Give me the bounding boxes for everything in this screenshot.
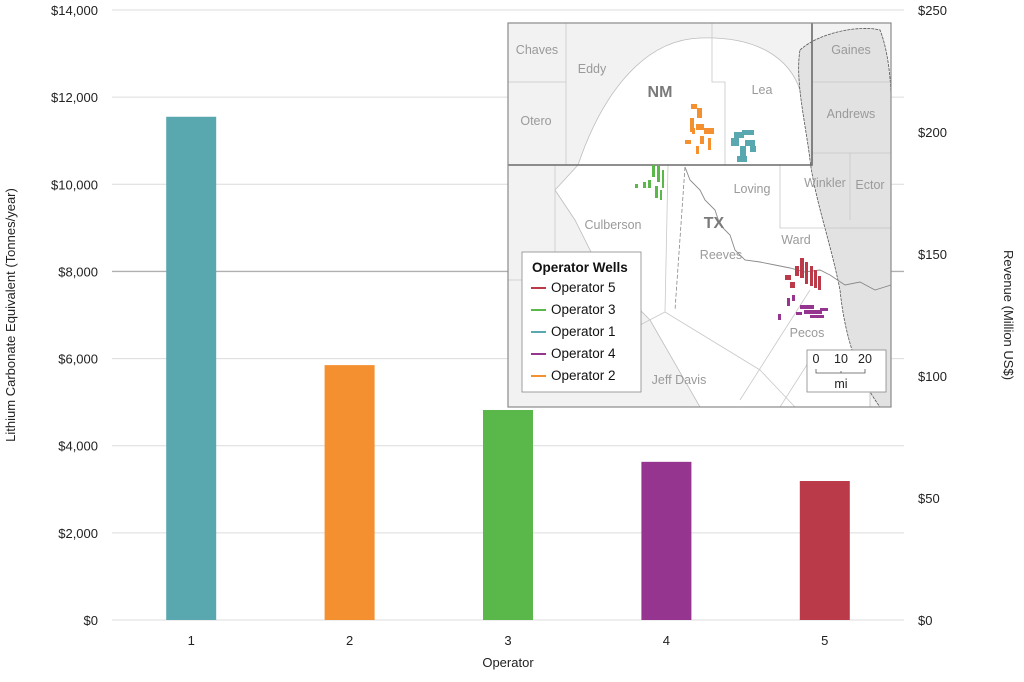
- y2-tick-label: $250: [918, 3, 947, 18]
- legend-item-label: Operator 1: [551, 324, 616, 339]
- county-label-ward: Ward: [781, 233, 810, 247]
- county-lines: [508, 23, 891, 407]
- county-label-chaves: Chaves: [516, 43, 558, 57]
- county-label-gaines: Gaines: [831, 43, 871, 57]
- bar-operator-3: [483, 409, 533, 620]
- bar-operator-1: [166, 116, 217, 620]
- x-tick-label: 5: [821, 633, 828, 648]
- y-tick-label: $0: [84, 613, 98, 628]
- inset-map: Chaves Eddy Lea Gaines Otero Andrews Lov…: [507, 22, 892, 408]
- legend-item-label: Operator 2: [551, 368, 616, 383]
- x-axis-title: Operator: [482, 655, 534, 670]
- state-label-tx: TX: [704, 215, 725, 232]
- y2-tick-label: $150: [918, 247, 947, 262]
- wells-operator-1: [731, 130, 756, 162]
- county-label-otero: Otero: [520, 114, 551, 128]
- y-tick-label: $4,000: [58, 439, 98, 454]
- legend-item-label: Operator 4: [551, 346, 616, 361]
- county-label-jeff-davis: Jeff Davis: [652, 373, 707, 387]
- x-tick-label: 4: [663, 633, 670, 648]
- state-border: [508, 23, 813, 166]
- y-tick-label: $6,000: [58, 352, 98, 367]
- y2-tick-label: $0: [918, 613, 932, 628]
- y-axis-title: Lithium Carbonate Equivalent (Tonnes/yea…: [3, 188, 18, 442]
- map-frame: [507, 22, 892, 408]
- bar-operator-5: [799, 481, 850, 620]
- wells-operator-2: [685, 104, 714, 154]
- county-label-pecos: Pecos: [790, 326, 825, 340]
- state-label-nm: NM: [648, 84, 673, 101]
- x-tick-label: 1: [188, 633, 195, 648]
- legend-item-label: Operator 3: [551, 302, 616, 317]
- y-tick-label: $14,000: [51, 3, 98, 18]
- scale-tick-0: 0: [813, 352, 820, 366]
- x-tick-label: 3: [504, 633, 511, 648]
- scale-tick-20: 20: [858, 352, 872, 366]
- scale-bar: 0 10 20 mi: [806, 349, 887, 393]
- county-label-winkler: Winkler: [804, 176, 846, 190]
- county-label-eddy: Eddy: [578, 62, 607, 76]
- bar-operator-4: [641, 461, 692, 620]
- x-tick-label: 2: [346, 633, 353, 648]
- y-tick-label: $8,000: [58, 264, 98, 279]
- county-label-reeves: Reeves: [700, 248, 742, 262]
- y2-tick-label: $100: [918, 369, 947, 384]
- county-label-andrews: Andrews: [827, 107, 876, 121]
- y2-axis-ticks: $0 $50 $100 $150 $200 $250: [918, 3, 947, 628]
- scale-tick-10: 10: [834, 352, 848, 366]
- y-tick-label: $2,000: [58, 526, 98, 541]
- wells-operator-5: [785, 258, 821, 290]
- y-axis-ticks: $0 $2,000 $4,000 $6,000 $8,000 $10,000 $12,000…: [51, 3, 98, 628]
- bar-operator-2: [324, 365, 375, 620]
- platform-region: [798, 28, 891, 407]
- y-tick-label: $12,000: [51, 90, 98, 105]
- pecos-river: [684, 166, 891, 291]
- county-label-loving: Loving: [734, 182, 771, 196]
- y2-tick-label: $200: [918, 125, 947, 140]
- y-tick-label: $10,000: [51, 177, 98, 192]
- bars: [166, 116, 850, 620]
- legend-item-label: Operator 5: [551, 280, 616, 295]
- county-label-culberson: Culberson: [585, 218, 642, 232]
- county-label-lea: Lea: [752, 83, 773, 97]
- y2-axis-title: Revenue (Million US$): [1001, 250, 1016, 380]
- x-axis-ticks: 1 2 3 4 5: [188, 633, 829, 648]
- scale-unit: mi: [834, 377, 847, 391]
- map-legend: Operator Wells Operator 5 Operator 3 Opera…: [521, 251, 642, 393]
- wells-operator-3: [635, 165, 664, 200]
- y2-tick-label: $50: [918, 491, 940, 506]
- county-label-ector: Ector: [855, 178, 884, 192]
- legend-title: Operator Wells: [532, 260, 628, 275]
- wells-operator-4: [778, 295, 828, 320]
